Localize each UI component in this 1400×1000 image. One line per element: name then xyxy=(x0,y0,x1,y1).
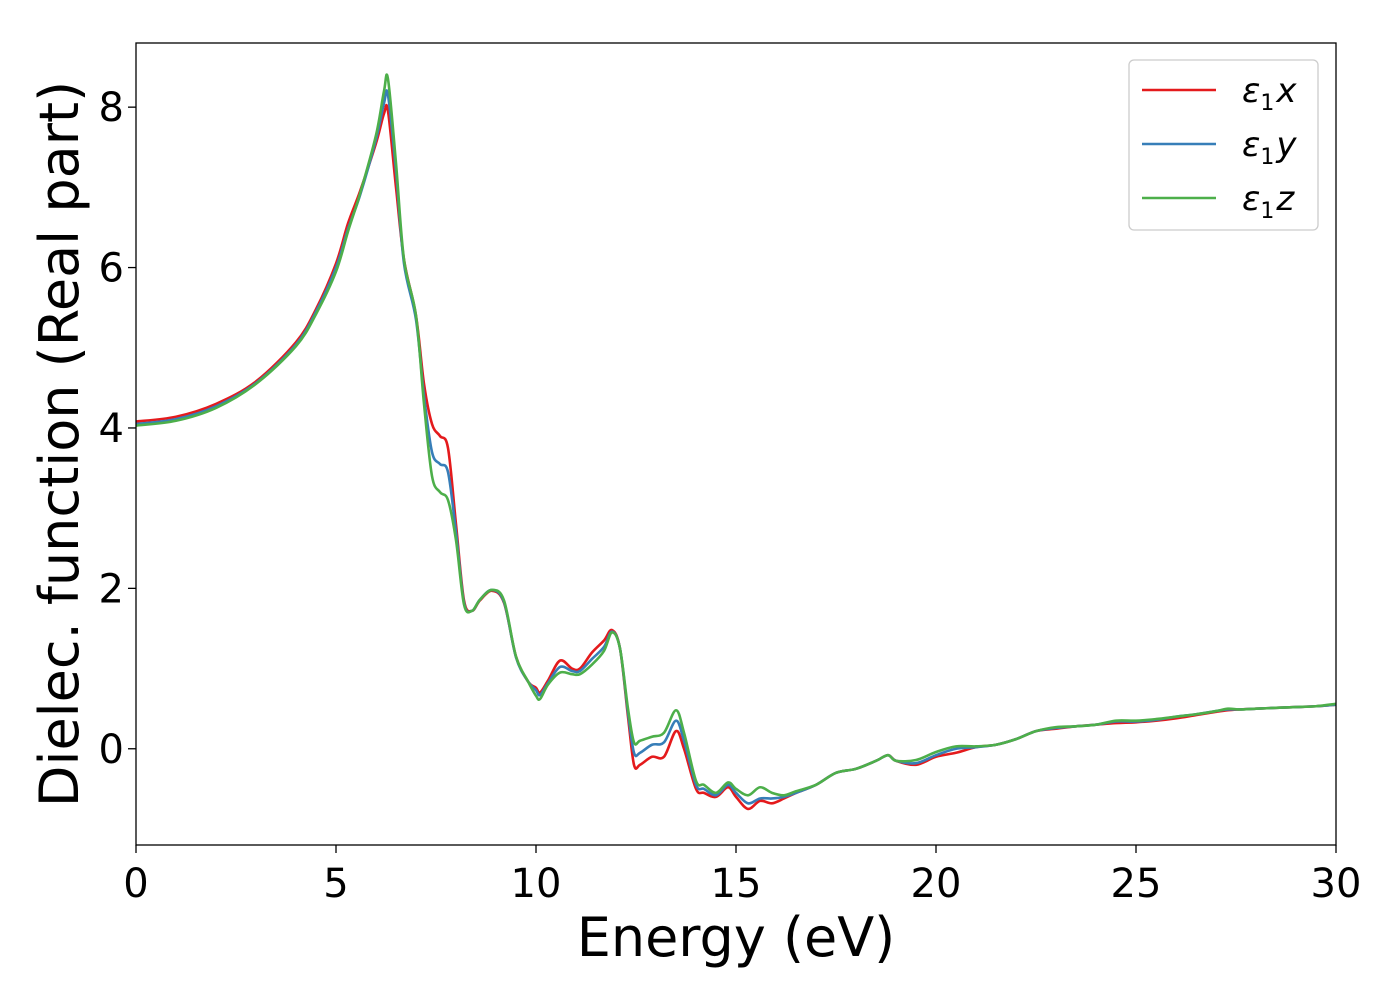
y-tick-label: 8 xyxy=(99,85,124,131)
x-axis-title: Energy (eV) xyxy=(577,906,896,969)
x-tick-label: 25 xyxy=(1111,861,1162,907)
legend-label-y: ε1y xyxy=(1242,125,1297,170)
y-tick-label: 6 xyxy=(99,246,124,292)
series-line-z xyxy=(135,73,1337,797)
x-tick-label: 15 xyxy=(711,861,762,907)
legend-label-x: ε1x xyxy=(1242,71,1297,116)
x-tick-label: 10 xyxy=(511,861,562,907)
legend-label-z: ε1z xyxy=(1242,179,1295,224)
y-tick-label: 4 xyxy=(99,406,124,452)
x-axis-ticks: 0 5 10 15 20 25 30 xyxy=(123,845,1361,907)
x-tick-label: 5 xyxy=(323,861,348,907)
series-layer xyxy=(135,73,1337,811)
legend-box xyxy=(1128,59,1319,231)
x-tick-label: 20 xyxy=(911,861,962,907)
x-tick-label: 30 xyxy=(1311,861,1362,907)
legend: ε1x ε1y ε1z xyxy=(1128,59,1319,231)
y-tick-label: 0 xyxy=(99,727,124,773)
y-tick-label: 2 xyxy=(99,566,124,612)
y-axis-title: Dielec. function (Real part) xyxy=(28,81,91,807)
x-tick-label: 0 xyxy=(123,861,148,907)
y-axis-ticks: 0 2 4 6 8 xyxy=(99,85,136,773)
